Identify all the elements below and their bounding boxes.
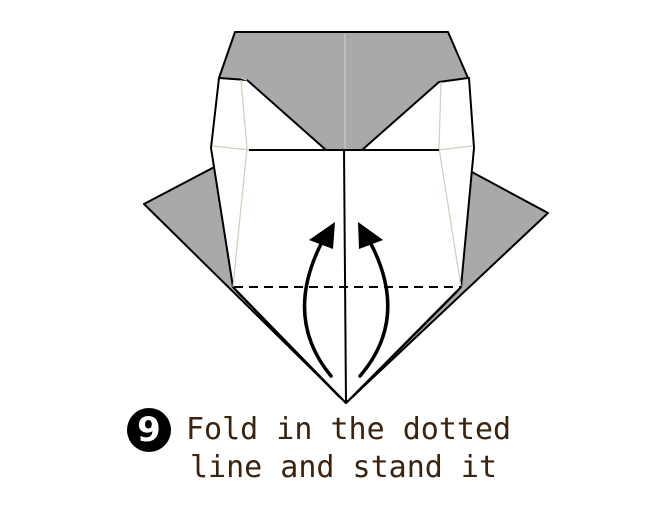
instruction-line-2: line and stand it: [190, 450, 498, 485]
right-fold-arrow-icon: [358, 222, 390, 378]
bottom-layer-edges: [235, 290, 459, 398]
center-crease-line: [343, 149, 347, 404]
step-number-badge: 9: [127, 408, 171, 452]
left-fold-arrow-icon: [302, 222, 335, 378]
instruction-line-1: Fold in the dotted: [186, 412, 512, 447]
crease-lines: [212, 34, 473, 288]
